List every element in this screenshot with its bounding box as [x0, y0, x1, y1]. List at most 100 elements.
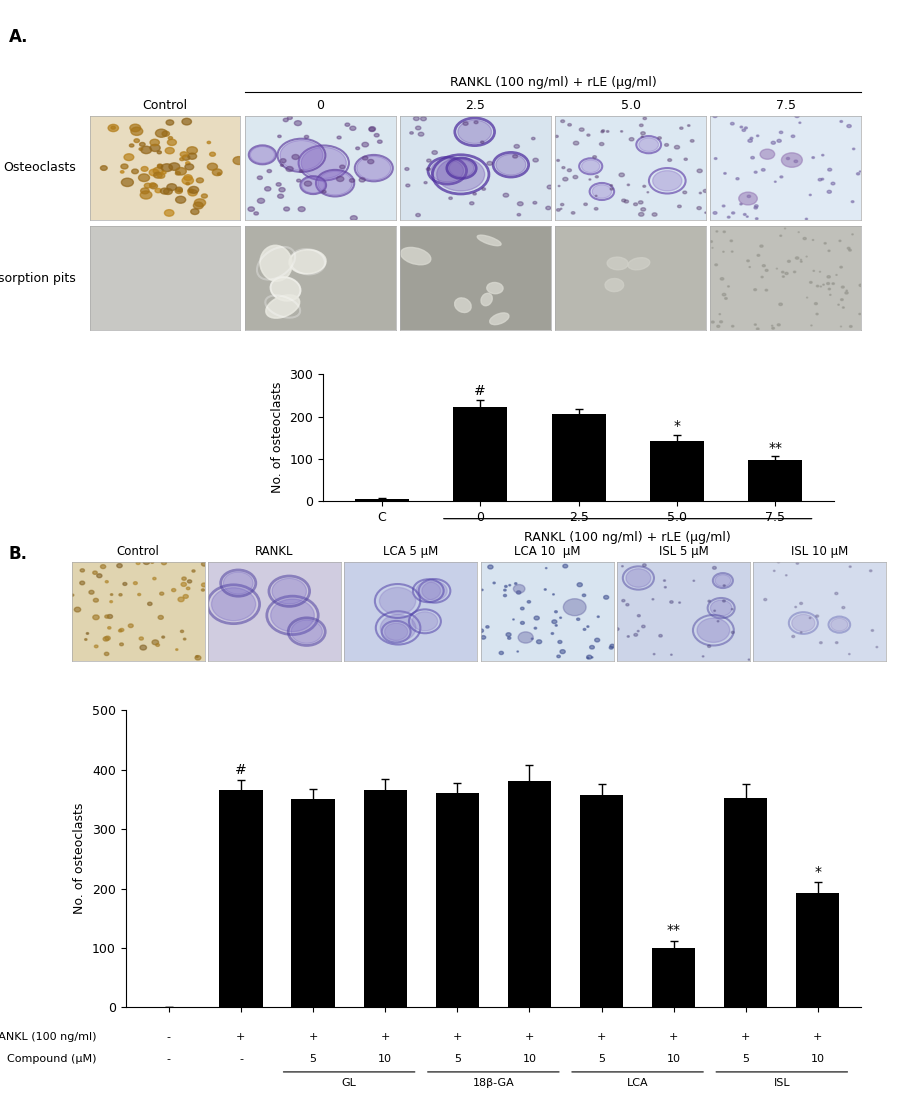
Text: A.: A. — [9, 28, 29, 45]
Circle shape — [710, 241, 712, 242]
Circle shape — [415, 214, 421, 217]
Bar — [748, 460, 802, 501]
Circle shape — [202, 194, 207, 198]
Ellipse shape — [487, 283, 503, 294]
Circle shape — [827, 275, 831, 279]
Circle shape — [161, 164, 172, 172]
Circle shape — [722, 205, 725, 207]
Circle shape — [859, 284, 862, 286]
Circle shape — [621, 131, 623, 132]
Circle shape — [291, 620, 322, 643]
Circle shape — [254, 211, 258, 215]
Ellipse shape — [628, 258, 649, 270]
Circle shape — [207, 163, 217, 171]
Circle shape — [640, 208, 646, 211]
Circle shape — [809, 618, 811, 619]
Circle shape — [119, 629, 124, 632]
Circle shape — [700, 193, 701, 194]
Circle shape — [581, 160, 600, 173]
Circle shape — [520, 621, 525, 624]
Circle shape — [849, 654, 850, 655]
Circle shape — [595, 639, 600, 642]
Circle shape — [187, 587, 190, 590]
Text: RANKL (100 ng/ml) + rLE (μg/ml): RANKL (100 ng/ml) + rLE (μg/ml) — [525, 532, 731, 544]
Circle shape — [664, 580, 666, 581]
Circle shape — [756, 328, 759, 330]
Circle shape — [845, 292, 849, 294]
Circle shape — [757, 254, 760, 257]
Circle shape — [178, 597, 184, 602]
Circle shape — [640, 124, 643, 127]
Circle shape — [437, 157, 484, 190]
Circle shape — [810, 282, 812, 283]
Text: *: * — [814, 865, 822, 879]
Ellipse shape — [401, 248, 431, 264]
Circle shape — [257, 176, 263, 179]
Circle shape — [202, 562, 207, 566]
Circle shape — [283, 207, 290, 211]
Circle shape — [192, 570, 195, 573]
Circle shape — [71, 595, 74, 596]
Circle shape — [186, 103, 192, 108]
Y-axis label: No. of osteoclasts: No. of osteoclasts — [74, 803, 86, 915]
Bar — [436, 794, 479, 1007]
Circle shape — [593, 155, 597, 159]
Circle shape — [777, 140, 781, 142]
Circle shape — [778, 324, 780, 326]
Circle shape — [785, 272, 788, 274]
Circle shape — [832, 283, 834, 284]
Circle shape — [426, 167, 431, 171]
Circle shape — [463, 122, 468, 126]
Circle shape — [840, 266, 842, 268]
Circle shape — [129, 144, 134, 148]
Circle shape — [670, 601, 673, 603]
Circle shape — [374, 133, 379, 137]
Circle shape — [780, 176, 783, 178]
Circle shape — [188, 186, 198, 194]
Circle shape — [622, 566, 623, 567]
Circle shape — [744, 214, 746, 216]
Circle shape — [161, 562, 167, 565]
Circle shape — [622, 199, 626, 201]
Circle shape — [157, 151, 161, 154]
Circle shape — [754, 205, 758, 207]
Circle shape — [223, 571, 253, 595]
Circle shape — [597, 615, 599, 618]
Circle shape — [369, 127, 376, 131]
Circle shape — [847, 124, 851, 128]
Circle shape — [140, 190, 152, 199]
Circle shape — [187, 580, 192, 584]
Circle shape — [89, 590, 94, 595]
Text: -: - — [167, 1032, 170, 1043]
Circle shape — [652, 599, 654, 600]
Circle shape — [119, 643, 124, 645]
Circle shape — [708, 600, 710, 602]
Circle shape — [171, 589, 176, 591]
Text: LCA: LCA — [627, 1078, 649, 1088]
Circle shape — [713, 211, 717, 215]
Circle shape — [111, 127, 116, 129]
Circle shape — [727, 216, 730, 218]
Circle shape — [92, 571, 97, 575]
Circle shape — [481, 635, 485, 640]
Circle shape — [653, 171, 682, 190]
Circle shape — [140, 142, 145, 146]
Circle shape — [781, 153, 802, 167]
Circle shape — [857, 173, 859, 175]
Text: Control: Control — [117, 545, 160, 558]
Circle shape — [182, 176, 194, 185]
Circle shape — [840, 298, 843, 301]
Circle shape — [722, 293, 726, 296]
Circle shape — [117, 564, 122, 568]
Circle shape — [279, 187, 285, 192]
Circle shape — [412, 612, 438, 631]
Circle shape — [560, 650, 565, 654]
Circle shape — [601, 131, 604, 133]
Circle shape — [416, 581, 440, 600]
Circle shape — [210, 152, 215, 156]
Circle shape — [643, 117, 647, 120]
Circle shape — [150, 144, 161, 152]
Circle shape — [754, 324, 756, 325]
Text: ISL 10 μM: ISL 10 μM — [791, 545, 849, 558]
Circle shape — [271, 599, 314, 632]
